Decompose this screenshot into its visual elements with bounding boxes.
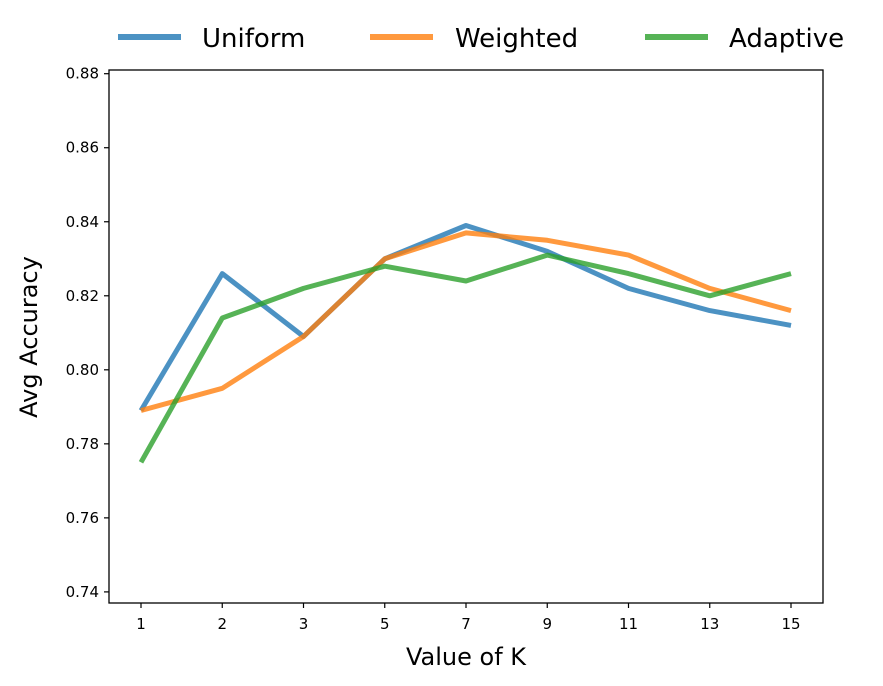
- x-tick-label: 5: [380, 615, 390, 633]
- series-line-adaptive: [138, 252, 792, 464]
- x-tick-label: 13: [700, 615, 719, 633]
- y-tick-label: 0.88: [66, 65, 99, 83]
- series-line-weighted: [140, 230, 792, 413]
- x-tick-label: 15: [781, 615, 800, 633]
- x-axis-label: Value of K: [406, 643, 527, 671]
- y-tick-label: 0.80: [66, 361, 99, 379]
- x-tick-label: 11: [619, 615, 638, 633]
- legend-label-uniform: Uniform: [202, 24, 305, 54]
- x-tick-label: 9: [542, 615, 552, 633]
- y-tick-label: 0.74: [66, 583, 99, 601]
- y-axis: 0.74 0.76 0.78 0.80 0.82 0.84 0.86 0.88: [66, 65, 109, 601]
- y-tick-label: 0.86: [66, 139, 99, 157]
- x-tick-label: 7: [461, 615, 471, 633]
- legend-label-weighted: Weighted: [455, 24, 578, 54]
- x-tick-label: 2: [217, 615, 227, 633]
- y-tick-label: 0.76: [66, 509, 99, 527]
- plot-area: [138, 223, 792, 464]
- plot-frame: [108, 69, 824, 604]
- y-axis-label: Avg Accuracy: [15, 256, 43, 418]
- y-tick-label: 0.78: [66, 435, 99, 453]
- legend-label-adaptive: Adaptive: [729, 24, 844, 54]
- y-tick-label: 0.84: [66, 213, 99, 231]
- x-tick-label: 3: [299, 615, 309, 633]
- x-tick-label: 1: [136, 615, 146, 633]
- series-line-uniform: [138, 223, 792, 412]
- legend: Uniform Weighted Adaptive: [118, 24, 844, 54]
- x-axis: 1 2 3 5 7 9 11 13 15: [136, 603, 801, 633]
- y-tick-label: 0.82: [66, 287, 99, 305]
